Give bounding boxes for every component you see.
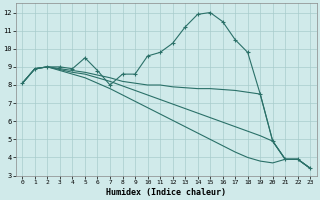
X-axis label: Humidex (Indice chaleur): Humidex (Indice chaleur) <box>106 188 226 197</box>
